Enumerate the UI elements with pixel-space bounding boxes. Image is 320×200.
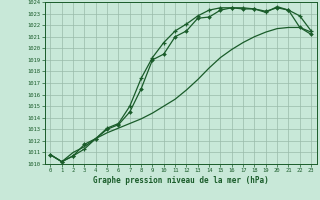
X-axis label: Graphe pression niveau de la mer (hPa): Graphe pression niveau de la mer (hPa) [93,176,269,185]
